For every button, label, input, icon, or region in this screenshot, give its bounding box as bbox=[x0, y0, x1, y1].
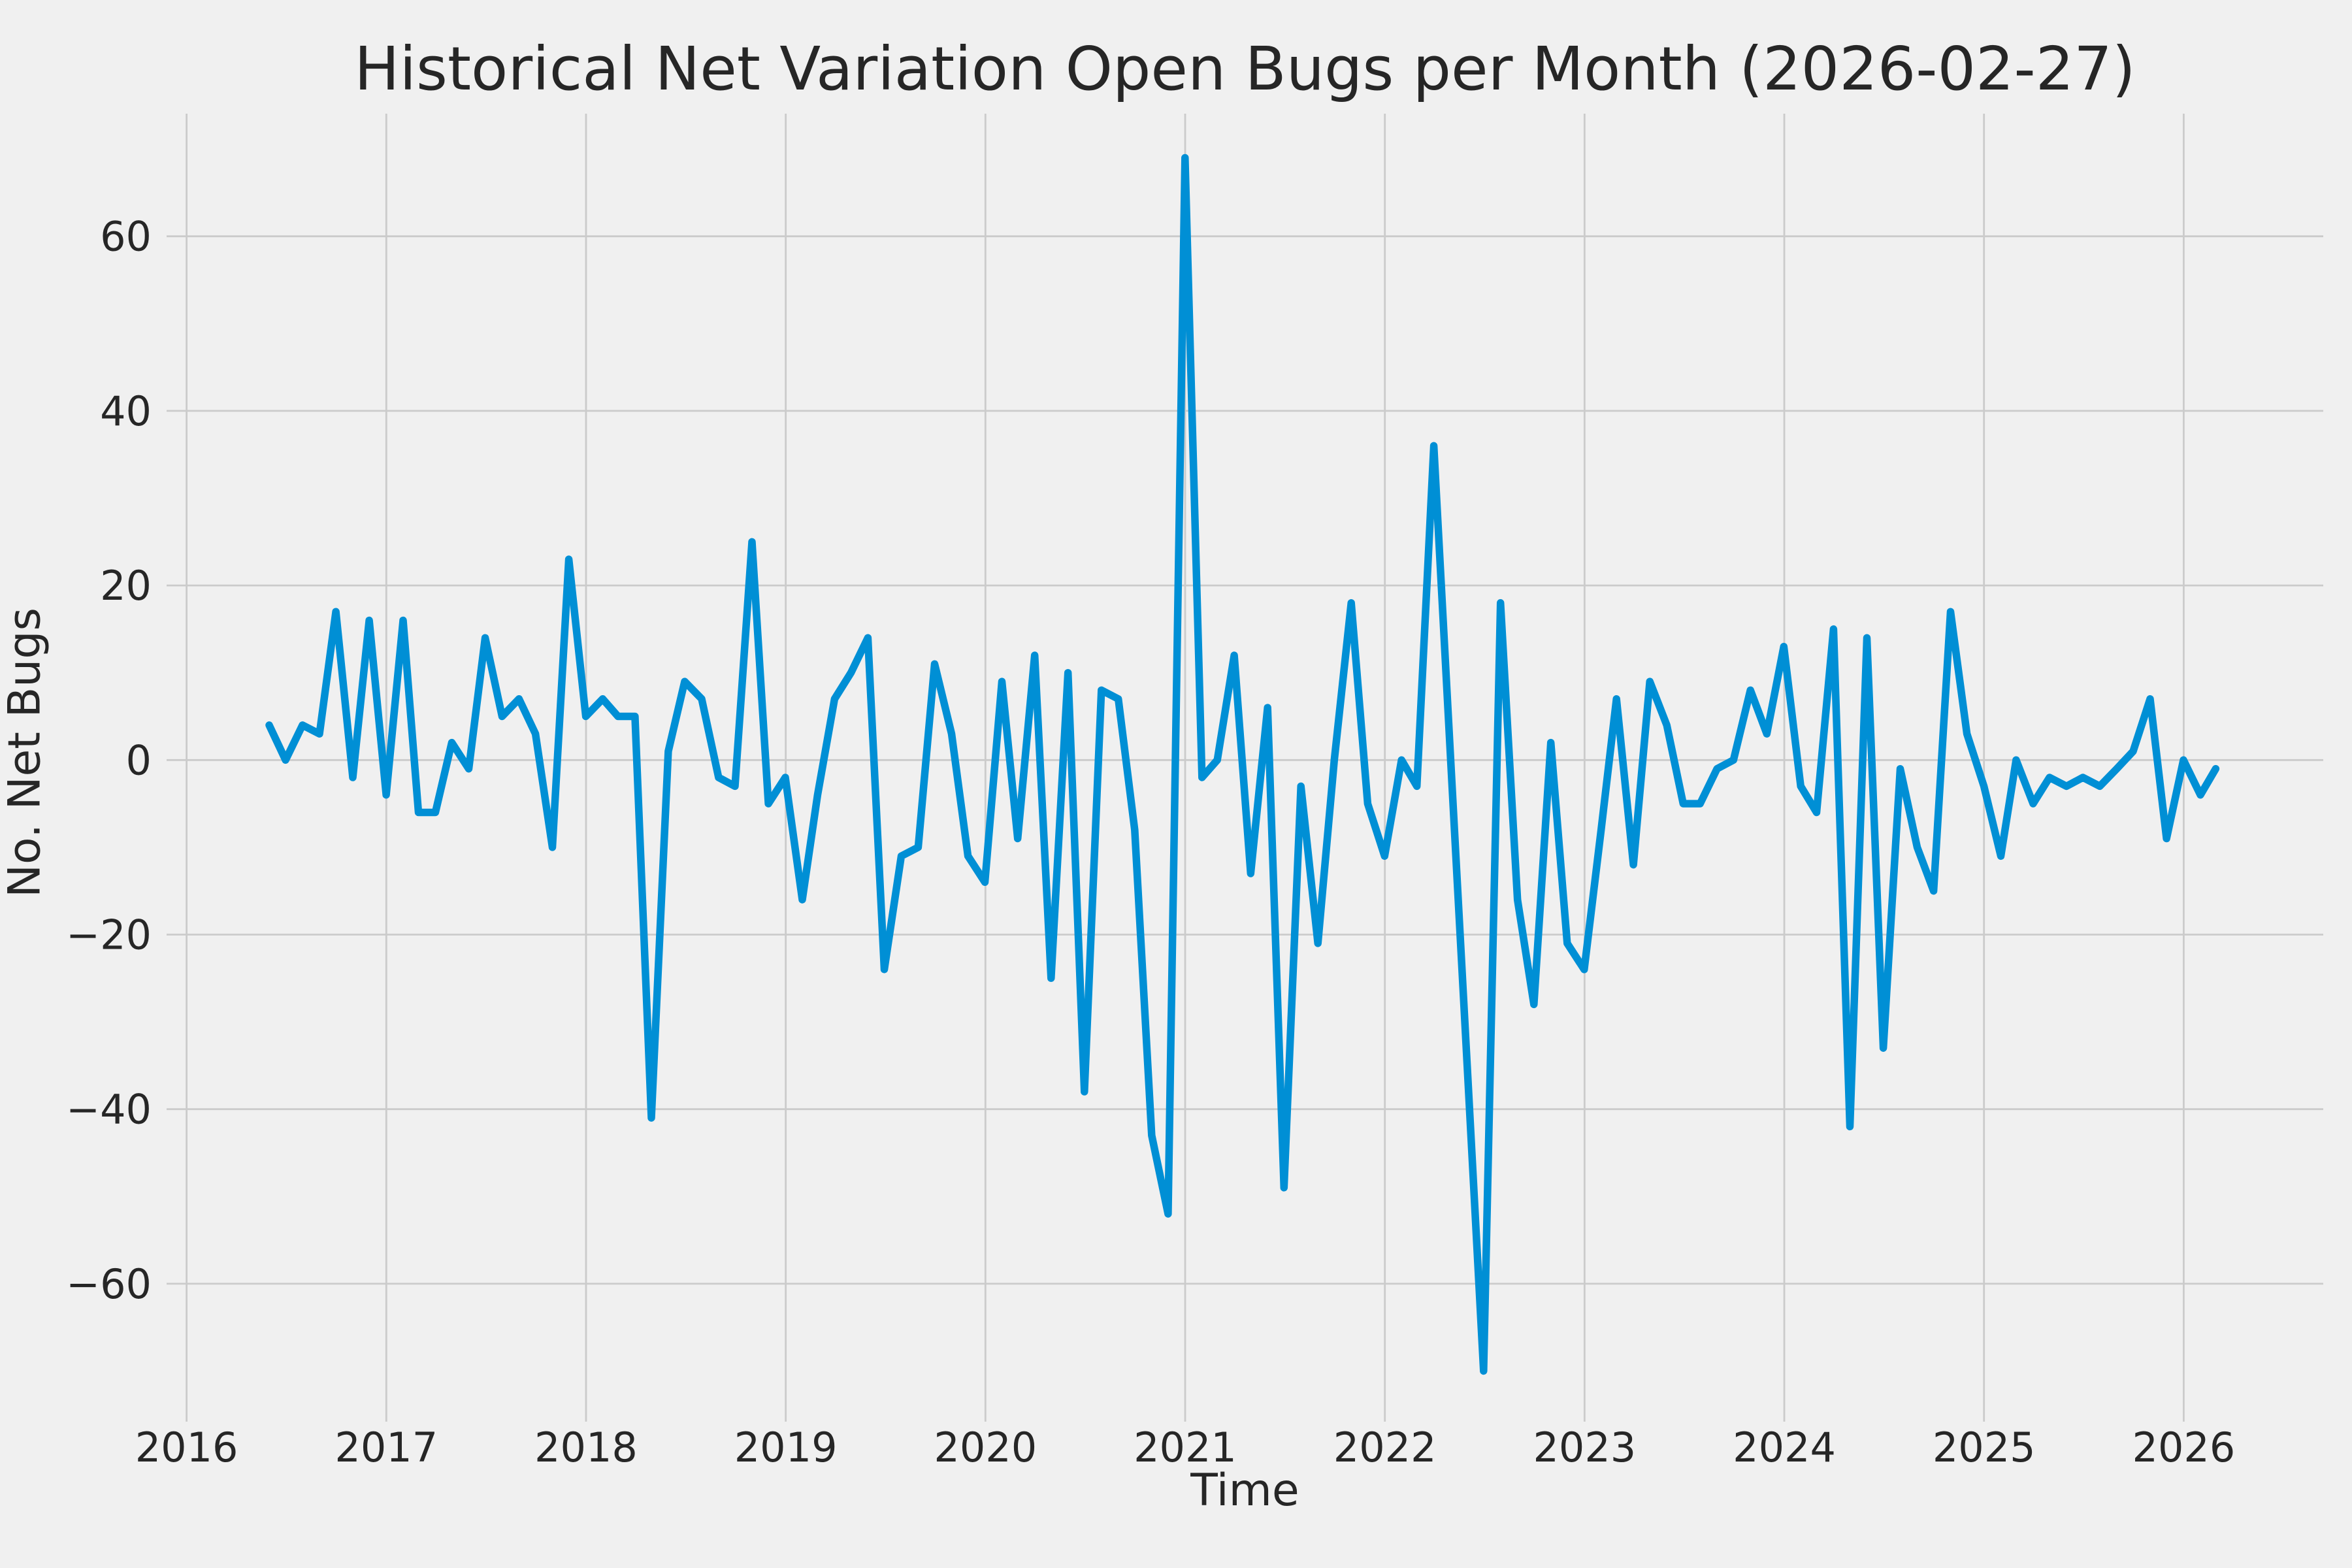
y-tick-label: 20 bbox=[100, 562, 152, 610]
x-tick-label: 2026 bbox=[2132, 1424, 2236, 1471]
x-tick-label: 2017 bbox=[335, 1424, 438, 1471]
x-tick-label: 2023 bbox=[1533, 1424, 1636, 1471]
x-tick-label: 2021 bbox=[1134, 1424, 1237, 1471]
series-line bbox=[265, 154, 2220, 1375]
y-tick-label: −60 bbox=[66, 1260, 152, 1308]
x-axis-label: Time bbox=[1190, 1465, 1299, 1516]
y-tick-label: 40 bbox=[100, 387, 152, 435]
y-axis-label: No. Net Bugs bbox=[0, 608, 51, 898]
x-tick-label: 2016 bbox=[135, 1424, 238, 1471]
x-tick-label: 2018 bbox=[534, 1424, 638, 1471]
y-tick-label: 60 bbox=[100, 213, 152, 261]
x-tick-label: 2019 bbox=[734, 1424, 838, 1471]
chart-title: Historical Net Variation Open Bugs per M… bbox=[354, 34, 2136, 104]
y-tick-label: 0 bbox=[126, 736, 152, 784]
y-tick-label: −40 bbox=[66, 1086, 152, 1134]
x-tick-label: 2025 bbox=[1933, 1424, 2036, 1471]
x-tick-label: 2022 bbox=[1333, 1424, 1437, 1471]
x-tick-label: 2024 bbox=[1733, 1424, 1836, 1471]
x-tick-label: 2020 bbox=[934, 1424, 1037, 1471]
y-tick-label: −20 bbox=[66, 911, 152, 959]
